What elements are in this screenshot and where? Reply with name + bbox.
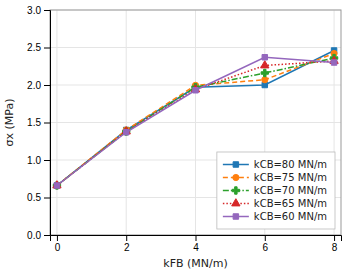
x-axis-tick: 8 bbox=[332, 235, 338, 253]
series-marker bbox=[262, 55, 267, 60]
series bbox=[53, 56, 338, 188]
x-axis-tick-label: 2 bbox=[124, 242, 130, 253]
y-axis-tick: 2.5 bbox=[27, 42, 50, 53]
x-axis-tick: 0 bbox=[55, 235, 61, 253]
x-axis-tick: 2 bbox=[124, 235, 130, 253]
grid bbox=[50, 10, 341, 235]
series-line bbox=[57, 57, 334, 185]
y-axis-tick: 3.0 bbox=[27, 5, 50, 16]
legend-label: kCB=60 MN/m bbox=[254, 211, 327, 222]
x-axis-title: kFB (MN/m) bbox=[163, 257, 227, 270]
legend-marker bbox=[232, 187, 239, 194]
x-axis-tick: 6 bbox=[263, 235, 269, 253]
x-axis-tick: 4 bbox=[193, 235, 199, 253]
y-axis-tick-label: 0.0 bbox=[27, 230, 41, 241]
x-axis-tick-mark bbox=[126, 235, 127, 241]
y-axis-tick-mark bbox=[44, 10, 50, 11]
series-marker bbox=[123, 130, 128, 135]
x-axis-tick-mark bbox=[265, 235, 266, 241]
series-group bbox=[53, 48, 338, 189]
x-axis-tick-label: 6 bbox=[263, 242, 269, 253]
series-marker bbox=[262, 77, 268, 83]
y-axis-tick: 0.0 bbox=[27, 230, 50, 241]
y-axis-tick: 0.5 bbox=[27, 192, 50, 203]
series-marker bbox=[193, 88, 198, 93]
y-axis-tick-label: 3.0 bbox=[27, 5, 41, 16]
y-axis-tick-mark bbox=[44, 123, 50, 124]
legend-frame bbox=[217, 152, 335, 229]
y-axis-tick-label: 1.5 bbox=[27, 117, 41, 128]
legend-marker bbox=[233, 162, 238, 167]
plot: 024680.00.51.01.52.02.53.0kCB=80 MN/mkCB… bbox=[27, 5, 341, 253]
series-marker bbox=[54, 183, 59, 188]
series bbox=[54, 55, 337, 189]
x-axis-tick-label: 0 bbox=[55, 242, 61, 253]
y-axis-tick-mark bbox=[44, 85, 50, 86]
y-axis-tick-mark bbox=[44, 160, 50, 161]
series bbox=[54, 48, 337, 188]
series-line bbox=[57, 58, 334, 186]
series-marker bbox=[54, 182, 60, 188]
y-axis-tick-mark bbox=[44, 198, 50, 199]
y-axis-tick: 2.0 bbox=[27, 80, 50, 91]
x-axis-tick-mark bbox=[334, 235, 335, 241]
y-axis-tick-label: 0.5 bbox=[27, 192, 41, 203]
y-axis-tick: 1.5 bbox=[27, 117, 50, 128]
series-line bbox=[57, 54, 334, 186]
x-axis-tick-label: 4 bbox=[193, 242, 199, 253]
series-marker bbox=[53, 182, 60, 189]
y-axis-domain bbox=[44, 11, 51, 236]
series bbox=[53, 54, 337, 189]
legend-marker bbox=[233, 174, 239, 180]
y-axis-tick-label: 2.0 bbox=[27, 80, 41, 91]
legend-label: kCB=65 MN/m bbox=[254, 198, 327, 209]
series-marker bbox=[54, 183, 59, 188]
legend-label: kCB=75 MN/m bbox=[254, 172, 327, 183]
legend-marker bbox=[232, 199, 240, 206]
legend-item: kCB=75 MN/m bbox=[223, 172, 327, 183]
y-axis-tick-label: 2.5 bbox=[27, 42, 41, 53]
legend-item: kCB=65 MN/m bbox=[223, 198, 327, 209]
x-axis-tick-label: 8 bbox=[332, 242, 338, 253]
legend-item: kCB=70 MN/m bbox=[223, 185, 327, 196]
series-marker bbox=[261, 61, 269, 68]
legend-label: kCB=70 MN/m bbox=[254, 185, 327, 196]
x-axis-tick-mark bbox=[57, 235, 58, 241]
grid-line-y bbox=[50, 122, 341, 123]
series-line bbox=[57, 51, 334, 186]
legend-item: kCB=60 MN/m bbox=[223, 211, 327, 222]
y-axis-tick-mark bbox=[44, 48, 50, 49]
series-marker bbox=[261, 69, 268, 76]
legend-item: kCB=80 MN/m bbox=[223, 159, 327, 170]
series bbox=[54, 50, 337, 188]
y-axis-tick: 1.0 bbox=[27, 155, 50, 166]
plot-frame bbox=[50, 10, 341, 235]
grid-line-y bbox=[50, 47, 341, 48]
series-marker bbox=[331, 60, 336, 65]
y-axis-tick-label: 1.0 bbox=[27, 155, 41, 166]
x-axis-domain bbox=[51, 236, 342, 242]
legend-marker bbox=[233, 214, 238, 219]
legend: kCB=80 MN/m kCB=75 MN/m kCB=70 MN/m kCB=65 … bbox=[217, 152, 335, 229]
y-axis-title: σx (MPa) bbox=[3, 99, 16, 147]
y-axis-tick-mark bbox=[44, 235, 50, 236]
x-axis-tick-mark bbox=[196, 235, 197, 241]
series-line bbox=[57, 61, 334, 186]
series-marker bbox=[53, 181, 61, 188]
chart: 024680.00.51.01.52.02.53.0kCB=80 MN/mkCB… bbox=[0, 0, 353, 273]
legend-label: kCB=80 MN/m bbox=[254, 159, 327, 170]
x-axis: 0 2 4 6 8 bbox=[51, 235, 342, 253]
y-axis: 0.0 0.5 1.0 1.5 2.0 2.5 3.0 bbox=[27, 5, 50, 241]
